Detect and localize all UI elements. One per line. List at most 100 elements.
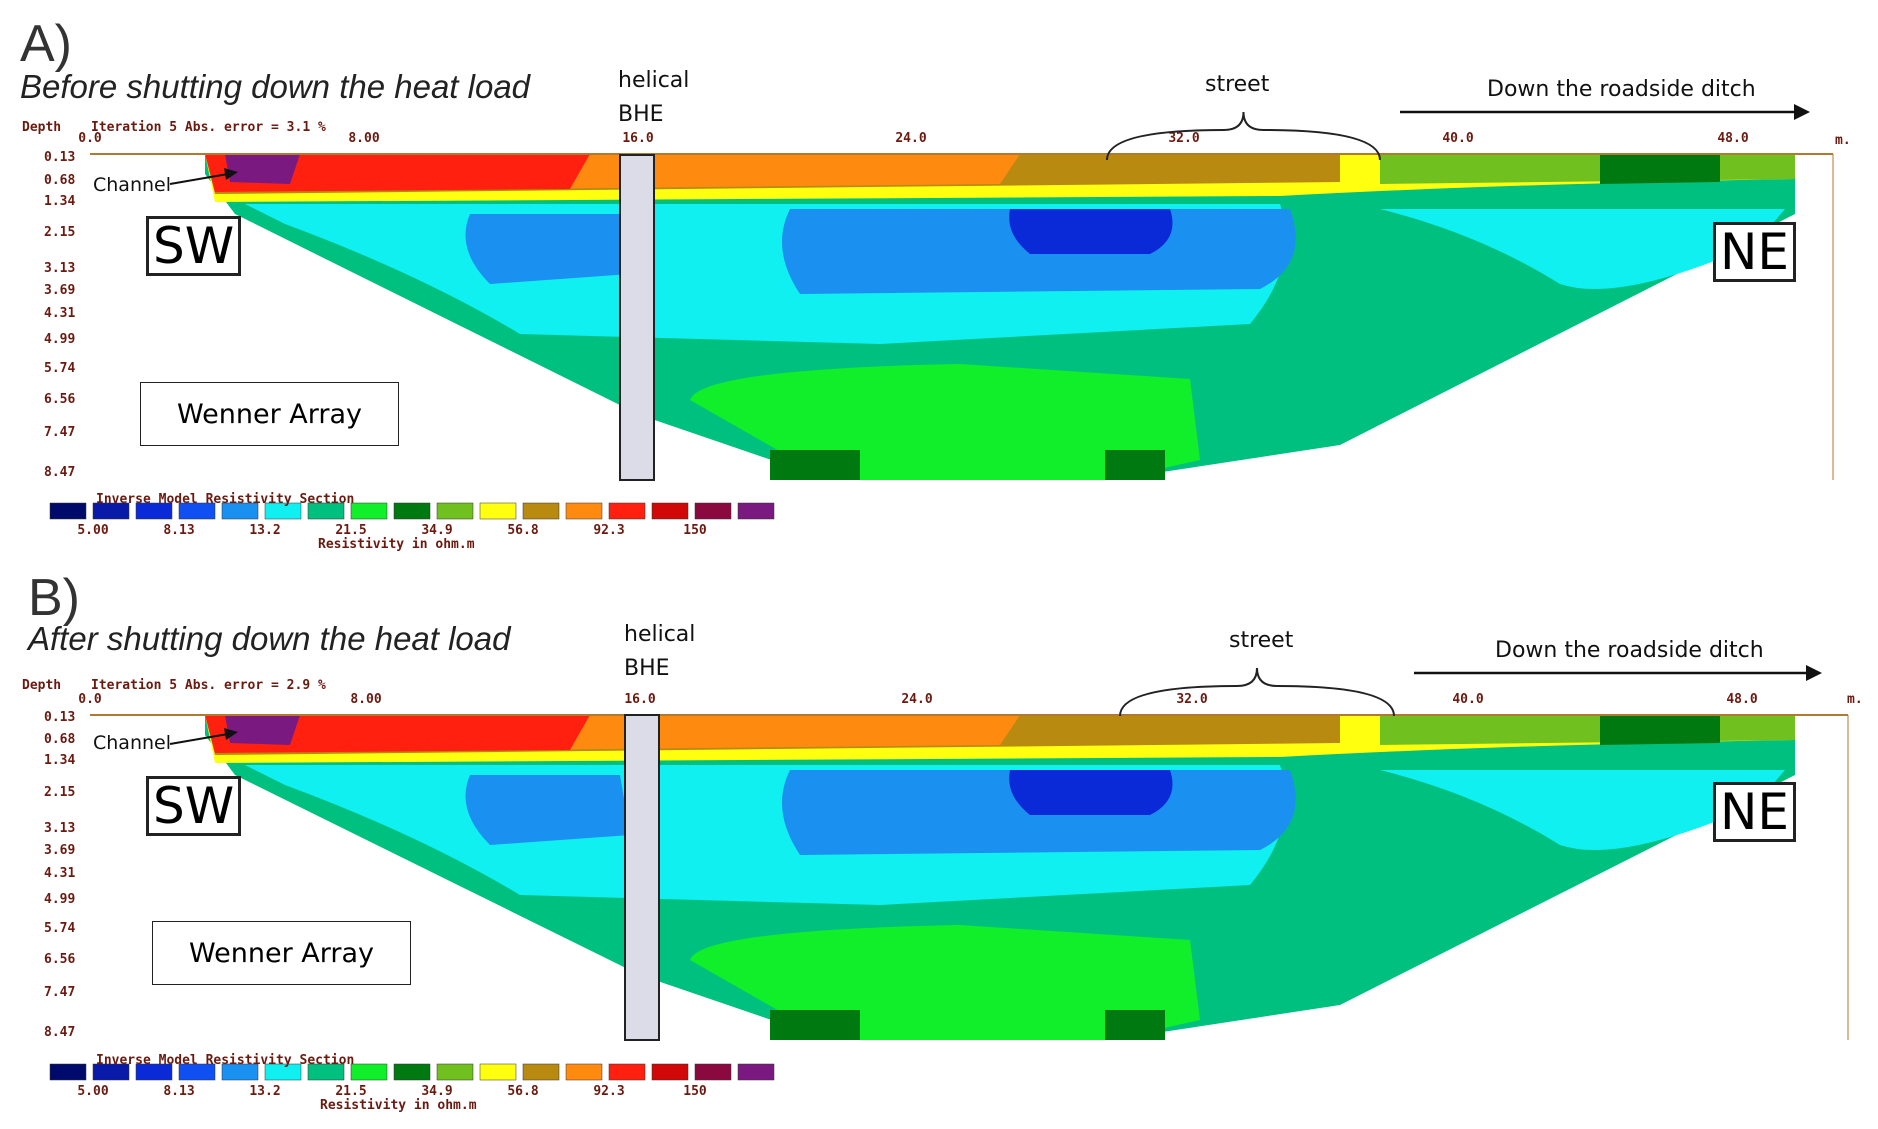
ditch-arrowhead	[1806, 665, 1822, 681]
scale-value-label: 150	[683, 1084, 707, 1099]
x-tick-label: 0.0	[78, 692, 102, 707]
x-tick-label: 48.0	[1726, 692, 1757, 707]
band-dark-green	[1600, 154, 1720, 184]
band-lime	[1380, 715, 1795, 745]
channel-label: Channel	[93, 174, 172, 196]
x-tick-label: 8.00	[348, 131, 379, 146]
scale-swatch	[737, 1063, 775, 1081]
band-purple	[225, 715, 300, 745]
section-title: Inverse Model Resistivity Section	[96, 492, 355, 507]
scale-swatch	[221, 1063, 259, 1081]
x-tick-label: 24.0	[901, 692, 932, 707]
x-tick-label: 0.0	[78, 131, 102, 146]
scale-swatch	[135, 502, 173, 520]
x-tick-label: 40.0	[1442, 131, 1473, 146]
section-title: Inverse Model Resistivity Section	[96, 1053, 355, 1068]
depth-tick-label: 4.99	[44, 332, 75, 347]
scale-swatch	[651, 502, 689, 520]
scale-swatch	[49, 1063, 87, 1081]
depth-tick-label: 5.74	[44, 361, 75, 376]
channel-arrowhead	[224, 728, 238, 740]
x-tick-label: 16.0	[622, 131, 653, 146]
scale-value-label: 5.00	[77, 523, 108, 538]
depth-tick-label: 3.69	[44, 283, 75, 298]
street-brace	[1119, 667, 1395, 717]
borehole	[619, 154, 655, 481]
depth-tick-label: 8.47	[44, 465, 75, 480]
scale-value-label: 21.5	[335, 1084, 366, 1099]
channel-arrow	[169, 173, 229, 185]
x-tick-label: 16.0	[624, 692, 655, 707]
scale-swatch	[565, 1063, 603, 1081]
depth-tick-label: 2.15	[44, 225, 75, 240]
scale-swatch	[522, 502, 560, 520]
zone-deep-blue	[1009, 770, 1173, 815]
depth-tick-label: 4.31	[44, 866, 75, 881]
scale-value-label: 34.9	[421, 523, 452, 538]
street-label: street	[1205, 72, 1270, 97]
helical-label: helical	[624, 622, 696, 647]
ditch-label: Down the roadside ditch	[1487, 77, 1756, 102]
scale-value-label: 21.5	[335, 523, 366, 538]
scale-swatch	[92, 502, 130, 520]
ditch-label: Down the roadside ditch	[1495, 638, 1764, 663]
panel-title: Before shutting down the heat load	[20, 68, 531, 105]
scale-value-label: 92.3	[593, 523, 624, 538]
depth-label: Depth	[22, 120, 62, 135]
scale-swatch	[221, 502, 259, 520]
scale-value-label: 13.2	[249, 1084, 280, 1099]
x-tick-label: 32.0	[1176, 692, 1207, 707]
depth-tick-label: 6.56	[44, 952, 75, 967]
bhe-label: BHE	[624, 656, 670, 681]
sw-label: SW	[146, 776, 242, 836]
scale-value-label: 92.3	[593, 1084, 624, 1099]
depth-tick-label: 1.34	[44, 753, 75, 768]
panel-a: A) Before shutting down the heat load 0.…	[0, 0, 1878, 560]
x-tick-label: 40.0	[1452, 692, 1483, 707]
depth-tick-label: 7.47	[44, 425, 75, 440]
scale-swatch	[307, 502, 345, 520]
depth-tick-label: 0.13	[44, 150, 75, 165]
x-tick-label: 8.00	[350, 692, 381, 707]
wenner-array-box: Wenner Array	[140, 382, 399, 446]
ditch-arrowhead	[1794, 104, 1810, 120]
band-dark-green	[1600, 715, 1720, 745]
borehole	[624, 714, 660, 1041]
depth-tick-label: 5.74	[44, 921, 75, 936]
iteration-text: Iteration 5 Abs. error = 3.1 %	[91, 120, 326, 135]
scale-swatch	[694, 502, 732, 520]
depth-tick-label: 3.69	[44, 843, 75, 858]
depth-tick-label: 0.13	[44, 710, 75, 725]
scale-swatch	[350, 502, 388, 520]
band-red	[205, 715, 590, 753]
zone-blue-w	[465, 775, 630, 845]
street-label: street	[1229, 628, 1294, 653]
scale-swatch	[694, 1063, 732, 1081]
panel-b: B) After shutting down the heat load 0.0…	[0, 560, 1878, 1120]
panel-title: After shutting down the heat load	[28, 620, 511, 657]
depth-tick-label: 0.68	[44, 173, 75, 188]
zone-deep-blue	[1009, 209, 1173, 254]
x-tick-label: 24.0	[895, 131, 926, 146]
scale-value-label: 5.00	[77, 1084, 108, 1099]
band-red	[205, 154, 590, 192]
depth-tick-label: 4.31	[44, 306, 75, 321]
zone-cyan-ne	[1380, 209, 1785, 289]
scale-unit: Resistivity in ohm.m	[320, 1098, 477, 1113]
scale-swatch	[307, 1063, 345, 1081]
ne-label: NE	[1713, 222, 1796, 282]
depth-label: Depth	[22, 678, 62, 693]
resistivity-section: 0.0 8.00 16.0 24.0 32.0 40.0 48.0 0.13 0.68 1.34 2…	[44, 665, 1849, 1099]
scale-swatch	[49, 502, 87, 520]
x-tick-label: 32.0	[1168, 131, 1199, 146]
zone-dark-green	[770, 1010, 860, 1040]
scale-value-label: 56.8	[507, 523, 538, 538]
helical-label: helical	[618, 68, 690, 93]
channel-arrowhead	[224, 168, 238, 180]
unit-label: m.	[1835, 133, 1851, 148]
scale-swatch	[178, 1063, 216, 1081]
scale-swatch	[393, 502, 431, 520]
scale-swatch	[393, 1063, 431, 1081]
depth-tick-label: 3.13	[44, 821, 75, 836]
zone-dark-green	[770, 450, 860, 480]
